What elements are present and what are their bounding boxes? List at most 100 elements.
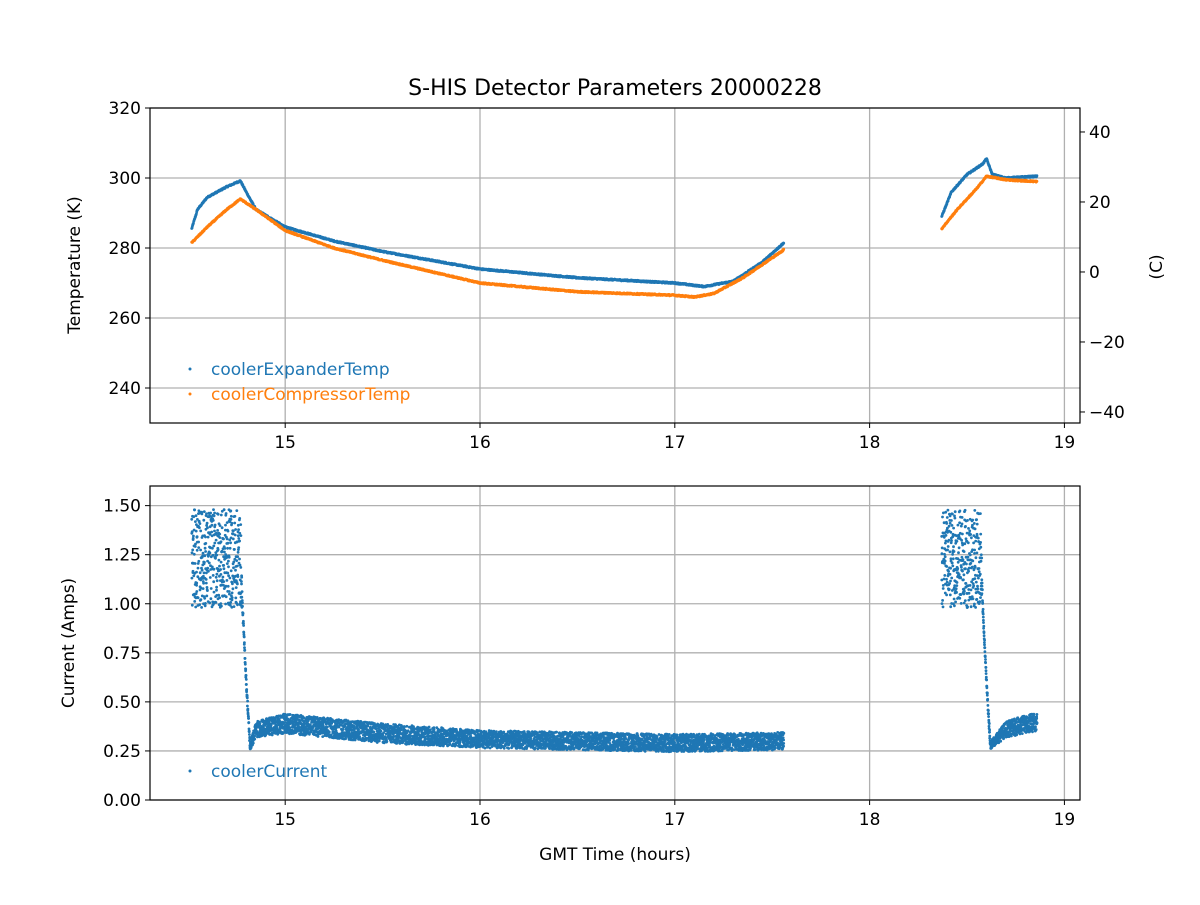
data-point (210, 597, 213, 600)
data-point (204, 604, 207, 607)
data-point (782, 242, 785, 245)
data-point (198, 603, 201, 606)
x-tick-label: 19 (1054, 433, 1076, 453)
data-point (202, 587, 205, 590)
data-point (201, 569, 204, 572)
data-point (204, 542, 207, 545)
data-point (197, 541, 200, 544)
data-point (195, 590, 198, 593)
data-point (209, 576, 212, 579)
data-point (205, 578, 208, 581)
data-point (196, 549, 199, 552)
data-point (199, 549, 202, 552)
data-point (194, 545, 197, 548)
data-point (204, 602, 207, 605)
x-tick-label: 18 (859, 433, 881, 453)
data-point (213, 514, 216, 517)
data-point (213, 591, 216, 594)
data-point (205, 582, 208, 585)
data-point (214, 524, 217, 527)
data-point (206, 567, 209, 570)
data-point (199, 571, 202, 574)
y-axis-label-temperature: Temperature (K) (65, 196, 85, 335)
x-tick-label: 16 (469, 433, 491, 453)
data-point (197, 567, 200, 570)
data-point (204, 547, 207, 550)
data-point (206, 522, 209, 525)
y-tick-label: 320 (109, 99, 141, 119)
data-point (1036, 174, 1039, 177)
data-point (213, 542, 216, 545)
data-point (206, 589, 209, 592)
data-point (1036, 180, 1039, 183)
data-point (197, 596, 200, 599)
data-point (208, 562, 211, 565)
data-point (200, 598, 203, 601)
x-tick-label: 19 (1054, 810, 1076, 830)
data-point (212, 580, 215, 583)
x-tick-label: 17 (664, 433, 686, 453)
data-point (200, 606, 203, 609)
data-point (195, 582, 198, 585)
data-point (203, 554, 206, 557)
y-tick-label: 0.00 (103, 791, 141, 811)
y-right-tick-label: 0 (1089, 263, 1100, 283)
data-point (198, 526, 201, 529)
data-point (203, 572, 206, 575)
data-point (206, 526, 209, 529)
data-point (195, 571, 198, 574)
data-point (214, 557, 217, 560)
data-point (203, 561, 206, 564)
y-tick-label: 0.50 (103, 693, 141, 713)
data-point (212, 574, 215, 577)
x-tick-label: 18 (859, 810, 881, 830)
data-point (201, 513, 204, 516)
data-point (207, 570, 210, 573)
y-right-tick-label: 20 (1089, 193, 1111, 213)
data-point (191, 549, 194, 552)
x-tick-label: 15 (274, 433, 296, 453)
y-tick-label: 0.75 (103, 644, 141, 664)
data-point (195, 530, 198, 533)
data-point (782, 248, 785, 251)
y-tick-label: 260 (109, 309, 141, 329)
data-point (194, 520, 197, 523)
y-tick-label: 0.25 (103, 742, 141, 762)
data-point (194, 562, 197, 565)
data-point (192, 574, 195, 577)
x-tick-label: 15 (274, 810, 296, 830)
data-point (213, 568, 216, 571)
y-tick-label: 240 (109, 379, 141, 399)
data-point (197, 560, 200, 563)
data-point (212, 519, 215, 522)
data-point (202, 582, 205, 585)
y-right-tick-label: 40 (1089, 123, 1111, 143)
data-point (213, 512, 216, 515)
data-point (207, 536, 210, 539)
y-tick-label: 1.50 (103, 497, 141, 517)
data-point (199, 530, 202, 533)
data-point (210, 531, 213, 534)
data-point (193, 553, 196, 556)
data-point (210, 587, 213, 590)
data-point (202, 519, 205, 522)
data-point (211, 524, 214, 527)
data-point (191, 551, 194, 554)
data-point (205, 512, 208, 515)
y-tick-label: 300 (109, 169, 141, 189)
data-point (203, 597, 206, 600)
data-point (190, 518, 193, 521)
data-point (209, 512, 212, 515)
data-point (202, 552, 205, 555)
x-tick-label: 16 (469, 810, 491, 830)
data-point (204, 550, 207, 553)
data-point (195, 514, 198, 517)
y-right-tick-label: −20 (1089, 333, 1125, 353)
data-point (193, 600, 196, 603)
data-point (196, 535, 199, 538)
data-point (209, 552, 212, 555)
data-point (199, 522, 202, 525)
data-point (191, 604, 194, 607)
